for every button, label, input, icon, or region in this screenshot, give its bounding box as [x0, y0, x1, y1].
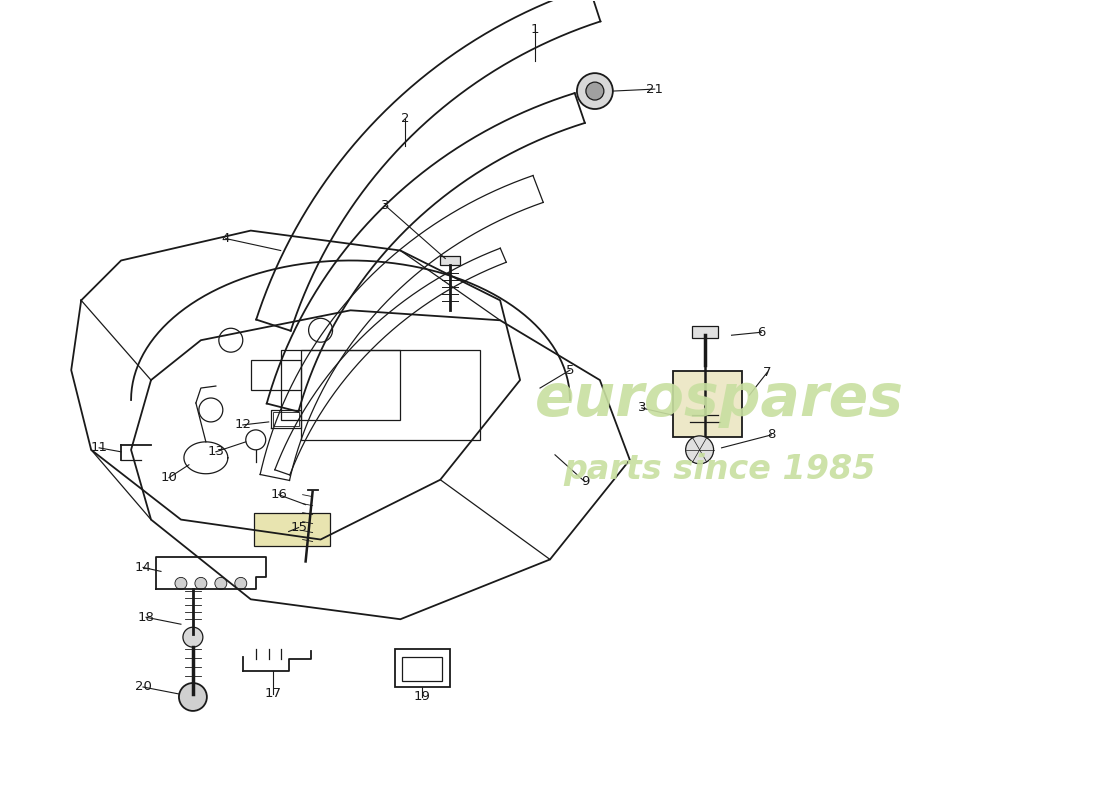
Bar — [300, 350, 481, 440]
Bar — [395, 649, 450, 687]
Circle shape — [576, 73, 613, 109]
Bar — [692, 326, 717, 338]
Text: 1: 1 — [531, 22, 539, 36]
Text: parts since 1985: parts since 1985 — [563, 454, 876, 486]
Text: 19: 19 — [414, 690, 431, 703]
Text: 7: 7 — [763, 366, 772, 378]
Text: 4: 4 — [221, 232, 230, 245]
Text: eurospares: eurospares — [535, 371, 904, 429]
Text: 9: 9 — [581, 475, 590, 488]
Text: 12: 12 — [234, 418, 251, 431]
FancyBboxPatch shape — [254, 513, 330, 546]
Circle shape — [183, 627, 202, 647]
Text: 3: 3 — [638, 402, 646, 414]
Text: 10: 10 — [161, 471, 177, 484]
Text: 8: 8 — [768, 428, 776, 442]
Text: 17: 17 — [264, 687, 282, 701]
Circle shape — [195, 578, 207, 590]
Text: 3: 3 — [382, 199, 389, 212]
Bar — [280, 350, 400, 420]
Bar — [273, 412, 298, 426]
Text: 14: 14 — [134, 561, 152, 574]
Text: 5: 5 — [565, 364, 574, 377]
Circle shape — [175, 578, 187, 590]
Text: 15: 15 — [290, 521, 307, 534]
Bar — [251, 360, 300, 390]
Text: 13: 13 — [207, 446, 224, 458]
Circle shape — [685, 436, 714, 464]
Circle shape — [234, 578, 246, 590]
Text: 18: 18 — [138, 610, 154, 624]
Circle shape — [214, 578, 227, 590]
Text: 11: 11 — [90, 442, 108, 454]
Text: 20: 20 — [134, 681, 152, 694]
Circle shape — [586, 82, 604, 100]
Text: 16: 16 — [271, 488, 287, 501]
Text: 6: 6 — [757, 326, 766, 338]
Bar — [440, 255, 460, 266]
Text: 2: 2 — [402, 113, 409, 126]
FancyBboxPatch shape — [673, 371, 741, 437]
Circle shape — [179, 683, 207, 711]
Text: 21: 21 — [646, 82, 663, 95]
Bar — [403, 657, 442, 681]
